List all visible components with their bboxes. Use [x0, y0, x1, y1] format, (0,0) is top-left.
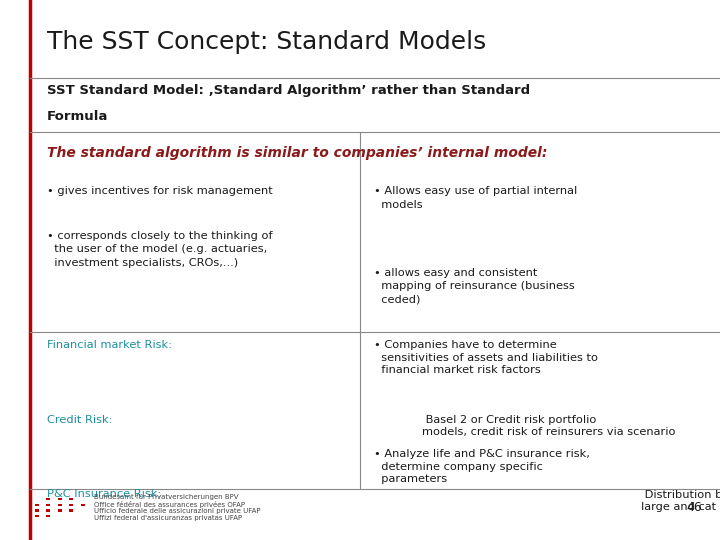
Bar	[58, 509, 62, 512]
Text: SST Standard Model: ‚Standard Algorithm’ rather than Standard: SST Standard Model: ‚Standard Algorithm’…	[47, 84, 530, 97]
Text: • corresponds closely to the thinking of
  the user of the model (e.g. actuaries: • corresponds closely to the thinking of…	[47, 231, 272, 267]
Bar	[58, 504, 62, 506]
Text: P&C Insurance Risk:: P&C Insurance Risk:	[47, 489, 161, 500]
Text: Formula: Formula	[47, 110, 108, 123]
Text: The SST Concept: Standard Models: The SST Concept: Standard Models	[47, 30, 486, 53]
Text: 46: 46	[686, 501, 702, 514]
Text: Basel 2 or Credit risk portfolio
models, credit risk of reinsurers via scenario: Basel 2 or Credit risk portfolio models,…	[423, 415, 676, 437]
Text: • gives incentives for risk management: • gives incentives for risk management	[47, 186, 273, 197]
Bar	[46, 515, 50, 517]
Bar	[69, 509, 73, 512]
Bar	[46, 504, 50, 506]
Text: • allows easy and consistent
  mapping of reinsurance (business
  ceded): • allows easy and consistent mapping of …	[374, 268, 575, 304]
Text: The standard algorithm is similar to companies’ internal model:: The standard algorithm is similar to com…	[47, 146, 547, 160]
Text: • Allows easy use of partial internal
  models: • Allows easy use of partial internal mo…	[374, 186, 577, 210]
Bar	[35, 515, 39, 517]
Text: Financial market Risk:: Financial market Risk:	[47, 340, 172, 350]
Text: Distribution based (small,
large and cat claims): Distribution based (small, large and cat…	[642, 489, 720, 511]
Bar	[46, 498, 50, 501]
Text: • Companies have to determine
  sensitivities of assets and liabilities to
  fin: • Companies have to determine sensitivit…	[374, 340, 598, 375]
Text: Credit Risk:: Credit Risk:	[47, 415, 112, 425]
Bar	[81, 504, 85, 506]
Text: Ufficio federale delle assicurazioni private UFAP: Ufficio federale delle assicurazioni pri…	[94, 508, 260, 514]
Text: Office fédéral des assurances privées OFAP: Office fédéral des assurances privées OF…	[94, 501, 245, 508]
Text: • Analyze life and P&C insurance risk,
  determine company specific
  parameters: • Analyze life and P&C insurance risk, d…	[374, 449, 590, 484]
Bar	[58, 498, 62, 501]
Bar	[46, 509, 50, 512]
Bar	[69, 498, 73, 501]
Text: Uffizi federal d'assicuranzas privatas UFAP: Uffizi federal d'assicuranzas privatas U…	[94, 515, 242, 521]
Bar	[35, 504, 39, 506]
Text: Bundesamt für Privatversicherungen BPV: Bundesamt für Privatversicherungen BPV	[94, 494, 238, 500]
Bar	[69, 504, 73, 506]
Bar	[35, 509, 39, 512]
